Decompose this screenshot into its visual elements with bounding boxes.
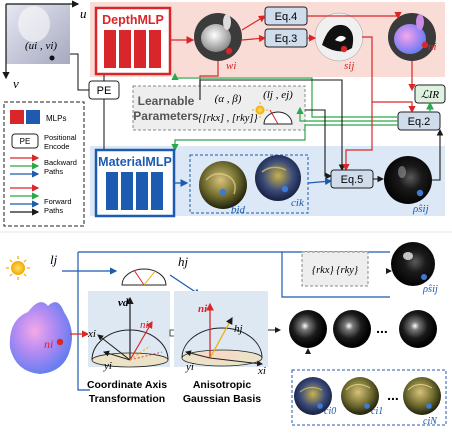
learnable-title-1: Learnable [138,94,195,108]
output-sphere-bottom [391,242,435,286]
legend-positional-2: Encode [44,142,69,151]
legend-pe-swatch [11,133,39,149]
coeff-spheres-group [291,369,447,426]
depth-mlp-title: DepthMLP [102,13,164,27]
light-hemisphere-icon [263,109,293,125]
legend-backward-1: Backward [44,158,77,167]
legend-backward-2: Paths [44,167,63,176]
rk-params-label: {[rkx] , [rky]} [198,113,258,124]
eq4-label: Eq.4 [275,11,298,23]
learnable-title-2: Parameters [133,109,199,123]
rk-box [301,251,369,287]
legend-forward-arrows [10,184,40,216]
eq3-label: Eq.3 [275,33,298,45]
ni-bunny-label: ni [44,337,53,351]
albedo-sphere [199,161,247,209]
legend-positional-1: Positional [44,133,77,142]
normal-bunny-image [388,13,436,61]
c-label: cik [291,197,305,209]
c0-label: ci0 [324,406,336,417]
normal-bunny-bottom [9,302,72,374]
lobe-sphere-1 [333,310,371,348]
aniso-title-2: Gaussian Basis [183,393,261,405]
legend-mlp-red-swatch [10,110,24,124]
sun-icon-small [252,102,268,118]
b-label: bid [231,204,246,216]
legend-mlp-blue-swatch [26,110,40,124]
axis-v-label: v [13,76,19,91]
legend-backward-arrows [10,154,40,178]
material-spheres-group [189,154,309,214]
lobe-sphere-n [399,310,437,348]
depth-mlp: DepthMLP [94,6,172,76]
half-vector-hemisphere-icon [121,268,167,286]
render-result-sphere [384,156,432,204]
legend-mlps-label: MLPs [46,114,66,123]
coord-title-1: Coordinate Axis [87,379,167,391]
axis-u-label: u [80,6,87,21]
coord-title-2: Transformation [89,393,165,405]
aniso-title-1: Anisotropic [193,379,251,391]
pixel-uv-label: (ui , vi) [25,40,57,52]
coeff-sphere-0 [294,377,332,415]
cn-label: ciN [423,416,438,427]
hj-top-label: hj [178,254,189,269]
xi-left-label: xi [87,328,96,340]
legend-pe-label: PE [20,137,31,146]
lobe-sphere-0 [289,310,327,348]
coord-transform-figure [91,296,169,368]
lj-label: lj [50,252,58,267]
w-label: wi [226,60,236,72]
eq5-label: Eq.5 [341,174,364,186]
c1-label: ci1 [371,406,383,417]
shadow-bunny-image [314,12,364,62]
vd-label: vd [118,297,129,309]
yi-right-label: yi [185,361,194,373]
lir-label: ℒIR [421,89,440,101]
coeff-sphere-n [403,377,441,415]
sun-icon [6,256,30,280]
rho-label: ρ̂sij [412,203,429,215]
ni-right-label: ni [198,303,208,315]
ni-axis-label: ni [140,319,149,331]
white-bunny-image [194,13,242,61]
alpha-beta-label: (α , β) [215,93,242,105]
specular-coeff-sphere [255,155,301,201]
ellipsis-2: ... [387,387,399,403]
coeff-sphere-1 [341,377,379,415]
legend-forward-2: Paths [44,206,63,215]
s-label: sij [344,60,354,72]
light-params-label: (lj , ej) [263,89,293,101]
aniso-figure [181,302,263,367]
legend-forward-1: Forward [44,197,72,206]
xi-right-label: xi [257,365,266,377]
input-image [2,0,80,80]
hj-right-label: hj [234,323,243,335]
n-label: ni [428,41,437,53]
material-mlp: MaterialMLP [94,148,176,218]
pe-box-label: PE [97,85,112,97]
yi-left-label: yi [103,360,112,372]
rho-out-label: ρ̂sij [422,284,438,295]
ellipsis-1: ... [376,320,388,336]
material-mlp-title: MaterialMLP [98,155,172,169]
rk-box-label: {rkx} {rky} [312,265,359,276]
eq2-label: Eq.2 [408,116,431,128]
